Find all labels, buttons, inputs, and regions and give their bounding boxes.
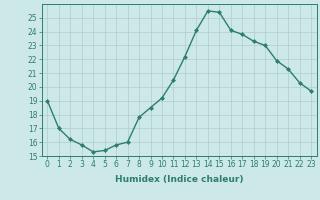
X-axis label: Humidex (Indice chaleur): Humidex (Indice chaleur) xyxy=(115,175,244,184)
